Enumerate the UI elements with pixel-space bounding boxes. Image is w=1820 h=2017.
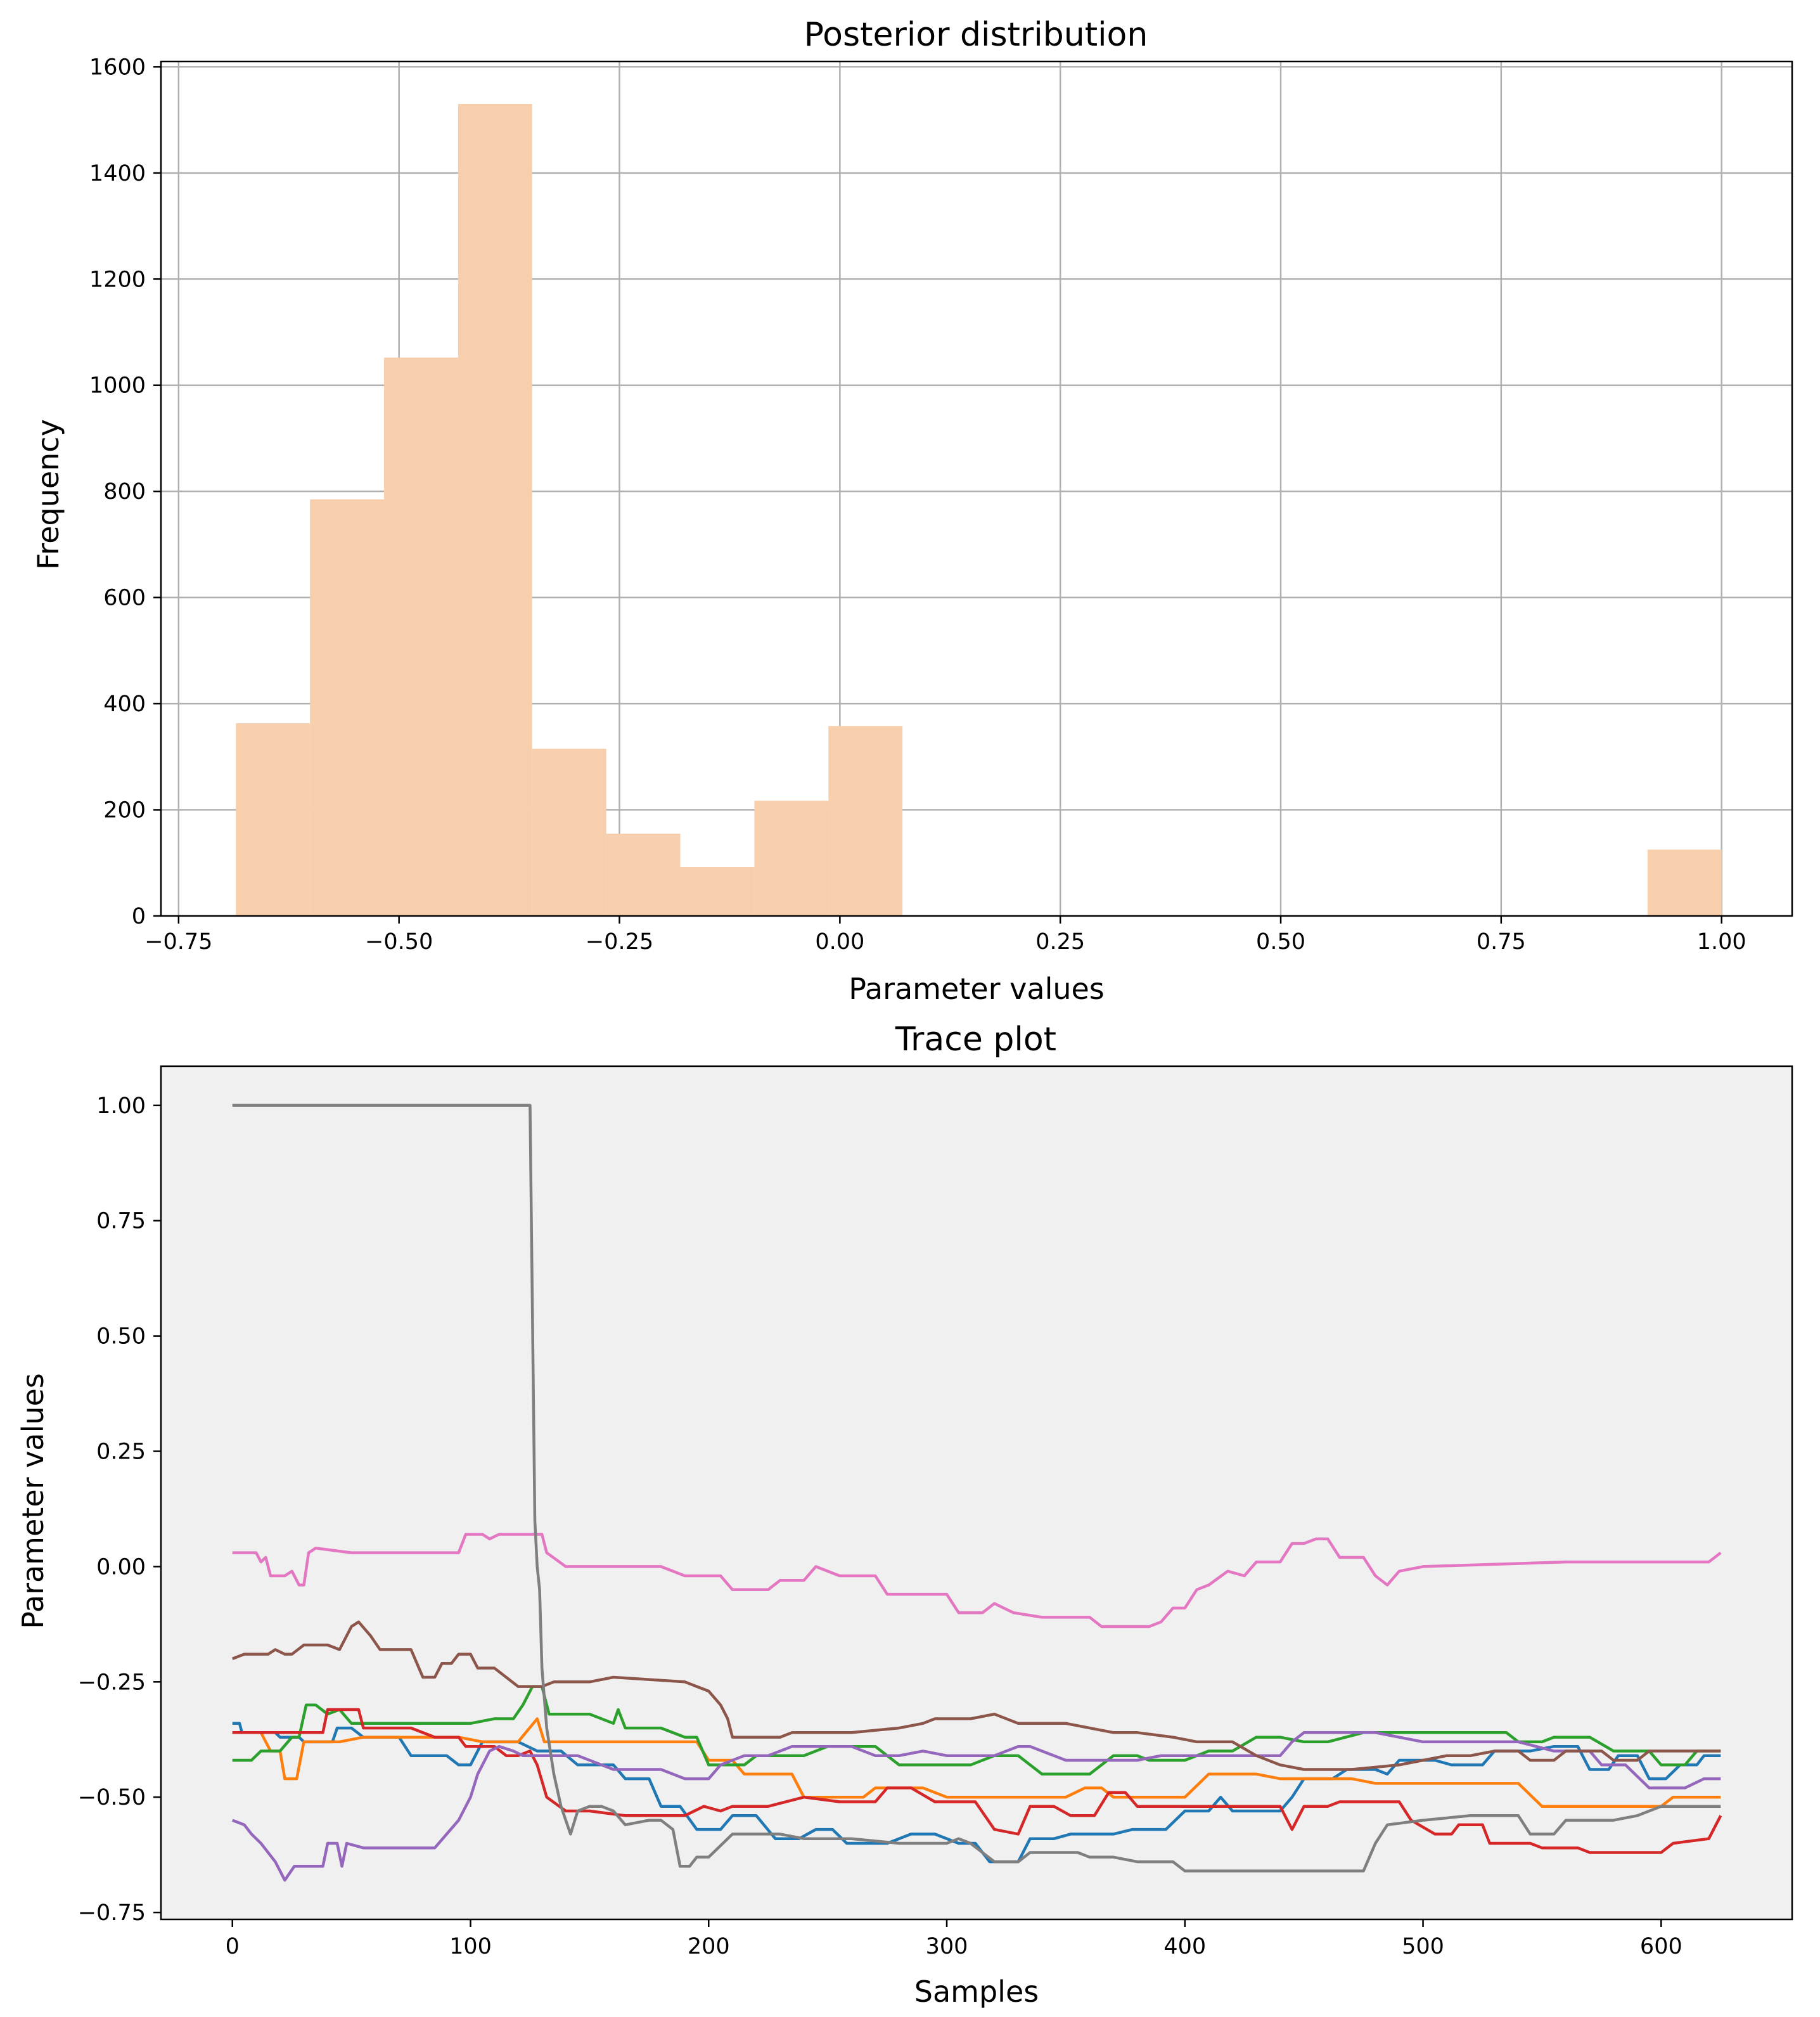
histogram-bar: [1647, 849, 1722, 916]
trace-y-tick-label: 1.00: [96, 1093, 146, 1119]
histogram-x-tick-label: −0.25: [586, 929, 653, 955]
trace-series-line: [231, 1620, 1721, 1771]
histogram-y-tick-label: 800: [103, 479, 146, 505]
trace-x-tick-label: 500: [1402, 1934, 1444, 1959]
trace-y-tick-label: 0.25: [96, 1440, 146, 1465]
trace-x-tick-label: 200: [688, 1934, 730, 1959]
trace-x-tick-label: 400: [1163, 1934, 1206, 1959]
histogram-ticks: −0.75 −0.50 −0.25 0.00 0.25 0.50 0.75 1.00 0 200 4…: [89, 55, 1746, 955]
trace-y-tick-label: 0.75: [96, 1209, 146, 1234]
histogram-bar: [384, 358, 458, 916]
histogram-y-tick-label: 200: [103, 798, 146, 823]
histogram-bars: [236, 103, 1722, 917]
histogram-x-axis-title: Parameter values: [849, 972, 1105, 1006]
trace-panel: Trace plot 0 100 200 300 400 500 600 −0.75 −0.50…: [16, 1021, 1793, 2009]
trace-series-line: [232, 1533, 1722, 1628]
histogram-x-tick-label: 0.50: [1256, 929, 1305, 955]
histogram-bar: [606, 834, 681, 916]
trace-y-tick-label: 0.50: [96, 1324, 146, 1350]
trace-y-tick-label: −0.50: [78, 1785, 146, 1810]
trace-frame: [160, 1065, 1793, 1921]
histogram-x-tick-label: 0.75: [1477, 929, 1526, 955]
trace-ticks: 0 100 200 300 400 500 600 −0.75 −0.50 −0.25 0.00 0.…: [78, 1093, 1682, 1959]
histogram-bar: [236, 723, 311, 916]
trace-x-tick-label: 0: [226, 1934, 240, 1959]
histogram-bar: [828, 726, 903, 916]
histogram-bar: [680, 867, 755, 916]
trace-y-axis-title: Parameter values: [16, 1373, 50, 1629]
histogram-panel: Posterior distribution −0.75 −0.50 −0.25 0.…: [31, 16, 1793, 1006]
trace-lines: [231, 1104, 1722, 1882]
trace-series-line: [231, 1731, 1721, 1882]
trace-x-tick-label: 300: [926, 1934, 968, 1959]
trace-y-tick-label: 0.00: [96, 1554, 146, 1580]
trace-x-tick-label: 600: [1640, 1934, 1682, 1959]
histogram-y-tick-label: 0: [132, 904, 146, 929]
histogram-x-tick-label: 0.00: [815, 929, 864, 955]
histogram-title: Posterior distribution: [804, 16, 1148, 54]
trace-series-line: [232, 1104, 1721, 1872]
histogram-x-tick-label: 1.00: [1697, 929, 1746, 955]
histogram-frame: [160, 60, 1793, 917]
trace-plot-area: [161, 1066, 1792, 1919]
histogram-bar: [532, 749, 606, 916]
histogram-y-tick-label: 1000: [89, 373, 146, 399]
histogram-x-tick-label: 0.25: [1035, 929, 1085, 955]
trace-title: Trace plot: [895, 1021, 1056, 1059]
histogram-bar: [310, 499, 385, 916]
trace-x-tick-label: 100: [449, 1934, 492, 1959]
histogram-y-axis-title: Frequency: [31, 419, 65, 570]
histogram-grid: [161, 61, 1792, 917]
trace-x-axis-title: Samples: [914, 1975, 1039, 2009]
trace-series-line: [232, 1708, 1722, 1854]
trace-series-line: [232, 1717, 1721, 1808]
histogram-y-tick-label: 600: [103, 586, 146, 611]
histogram-y-tick-label: 400: [103, 692, 146, 717]
histogram-bar: [458, 103, 532, 917]
histogram-y-tick-label: 1600: [89, 55, 146, 80]
histogram-bar: [754, 801, 829, 916]
histogram-y-tick-label: 1200: [89, 267, 146, 292]
histogram-x-tick-label: −0.50: [365, 929, 433, 955]
histogram-x-tick-label: −0.75: [144, 929, 212, 955]
trace-y-tick-label: −0.25: [78, 1670, 146, 1695]
histogram-y-tick-label: 1400: [89, 161, 146, 186]
trace-y-tick-label: −0.75: [78, 1900, 146, 1926]
